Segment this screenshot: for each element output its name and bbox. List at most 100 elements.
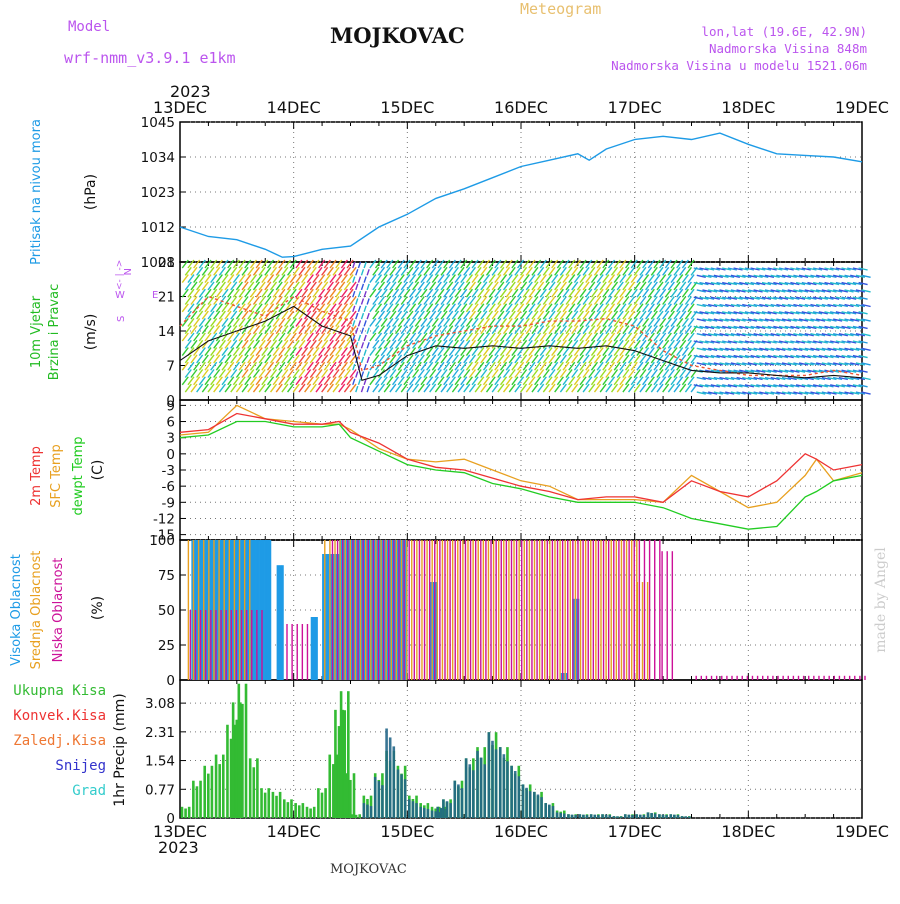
wind-barb xyxy=(684,339,692,349)
wind-barb xyxy=(653,332,661,342)
wind-barb xyxy=(420,274,428,284)
cloud-bar-low xyxy=(777,675,779,680)
wind-barb xyxy=(733,340,743,344)
wind-speed-line xyxy=(179,305,863,381)
wind-barb xyxy=(241,339,249,349)
wind-barb xyxy=(323,376,331,386)
precip-bar-snow xyxy=(525,787,528,818)
wind-barb xyxy=(349,369,357,378)
wind-barb xyxy=(778,340,789,344)
precip-y-tick-label: 0.77 xyxy=(145,782,175,798)
wind-barb xyxy=(861,289,871,293)
wind-barb xyxy=(639,354,647,364)
precip-bar-snow xyxy=(510,765,513,818)
wind-barb xyxy=(795,325,806,330)
wind-barb xyxy=(417,339,425,349)
wind-barb xyxy=(539,347,547,357)
wind-barb xyxy=(830,281,840,286)
wind-barb xyxy=(431,332,439,342)
wind-barb xyxy=(249,259,258,269)
wind-barb xyxy=(440,310,448,320)
precip-bar-snow xyxy=(457,784,460,818)
precip-bar-total xyxy=(282,799,286,818)
wind-barb xyxy=(716,281,726,286)
wind-barb xyxy=(588,354,596,364)
wind-barb xyxy=(304,266,312,276)
wind-barb xyxy=(201,354,209,364)
cloud-bar-high xyxy=(355,540,358,680)
wind-barb xyxy=(815,391,826,395)
wind-barb xyxy=(687,376,695,386)
wind-barb xyxy=(349,281,357,291)
wind-barb xyxy=(451,369,459,378)
precip-bar-total xyxy=(267,788,271,818)
wind-barb xyxy=(528,274,536,284)
wind-barb xyxy=(628,354,636,364)
wind-barb xyxy=(776,333,786,337)
cloud-bar-mid xyxy=(238,540,241,680)
wind-barb xyxy=(795,369,806,373)
wind-barb xyxy=(742,289,752,293)
wind-barb xyxy=(588,266,596,276)
wind-barb xyxy=(196,383,204,393)
wind-barb xyxy=(514,310,522,320)
temperature-2m-line xyxy=(179,412,863,503)
wind-barb xyxy=(352,290,356,298)
wind-barb xyxy=(742,274,752,278)
wind-barb xyxy=(235,369,243,378)
wind-barb xyxy=(261,347,269,357)
wind-barb xyxy=(531,383,539,393)
cloud-bar-low xyxy=(671,551,674,680)
wind-barb xyxy=(420,317,428,327)
wind-barb xyxy=(321,354,329,364)
wind-barb xyxy=(716,267,726,271)
wind-barb xyxy=(403,317,411,327)
wind-barb xyxy=(593,383,602,393)
wind-barb xyxy=(707,391,718,395)
wind-barb xyxy=(773,369,783,373)
wind-barb xyxy=(642,361,650,371)
precip-bar-total xyxy=(195,786,199,818)
wind-barb xyxy=(437,303,445,313)
wind-barb xyxy=(830,340,840,344)
wind-barb xyxy=(750,281,760,286)
wind-barb xyxy=(287,383,295,393)
precip-bar-snow xyxy=(362,803,366,818)
wind-barb xyxy=(659,274,667,284)
wind-barb xyxy=(639,339,647,349)
wind-barb xyxy=(289,347,297,357)
wind-barb xyxy=(650,281,658,291)
wind-barb xyxy=(335,317,343,327)
precip-bar-total xyxy=(345,773,349,818)
precip-bar-total xyxy=(233,724,236,818)
wind-barb xyxy=(227,332,235,342)
wind-barb xyxy=(460,347,468,357)
wind-barb xyxy=(562,332,570,342)
wind-barb xyxy=(534,317,542,327)
wind-barb xyxy=(230,281,238,291)
wind-barb xyxy=(397,376,405,386)
wind-barb xyxy=(659,361,667,371)
precip-bar-total xyxy=(203,765,207,818)
wind-barb xyxy=(292,266,300,276)
wind-barb xyxy=(443,376,451,386)
wind-barb xyxy=(374,376,383,386)
wind-barb xyxy=(369,332,377,342)
wind-barb xyxy=(196,281,204,291)
wind-barb xyxy=(744,296,755,300)
precip-bar-snow xyxy=(604,814,608,818)
wind-barb xyxy=(596,376,604,386)
wind-barb xyxy=(753,333,763,337)
wind-barb xyxy=(833,274,843,278)
meteogram-subtitle: Meteogram xyxy=(520,0,602,18)
wind-gust-line xyxy=(179,295,863,377)
precip-bar-total xyxy=(301,803,305,818)
wind-barb xyxy=(673,383,681,393)
cloud-bar-mid xyxy=(359,540,362,680)
wind-barb xyxy=(850,289,860,293)
wind-barb xyxy=(275,369,283,378)
wind-barb xyxy=(474,296,482,305)
wind-barb xyxy=(221,361,229,371)
wind-barb xyxy=(590,259,599,269)
wind-barb xyxy=(363,276,367,283)
